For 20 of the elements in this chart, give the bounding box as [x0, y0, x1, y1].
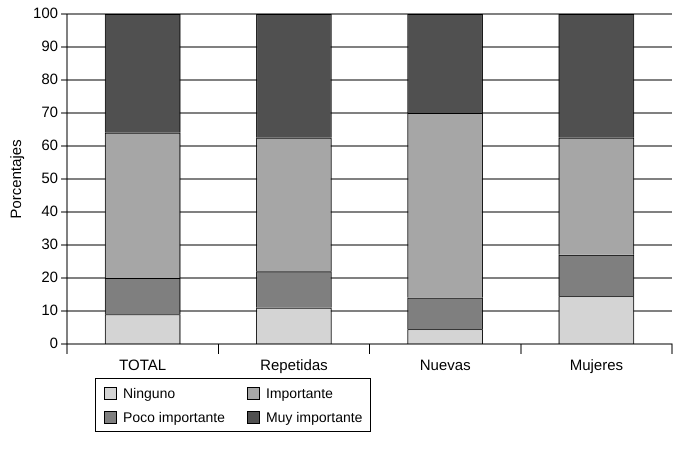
legend-label: Importante — [266, 385, 333, 401]
y-tick-label: 90 — [41, 38, 58, 56]
x-tick-label: Nuevas — [420, 357, 471, 374]
legend-label: Muy importante — [266, 409, 362, 425]
y-tick-label: 30 — [41, 236, 58, 254]
x-tick-label: TOTAL — [119, 357, 166, 374]
y-tick-label: 70 — [41, 104, 58, 122]
y-tick-label: 40 — [41, 203, 58, 220]
x-tick-label: Repetidas — [260, 357, 328, 374]
x-tick-label: Mujeres — [570, 357, 624, 374]
y-tick-label: 50 — [41, 170, 58, 188]
y-axis-title: Porcentajes — [8, 139, 26, 219]
y-tick-label: 80 — [41, 71, 58, 88]
y-tick-label: 100 — [32, 5, 58, 22]
y-tick-label: 60 — [41, 137, 58, 154]
y-tick-label: 20 — [41, 269, 58, 286]
y-tick-label: 0 — [50, 335, 58, 352]
y-tick-label: 10 — [41, 302, 58, 320]
legend-label: Poco importante — [123, 409, 225, 425]
legend-label: Ninguno — [123, 385, 176, 401]
